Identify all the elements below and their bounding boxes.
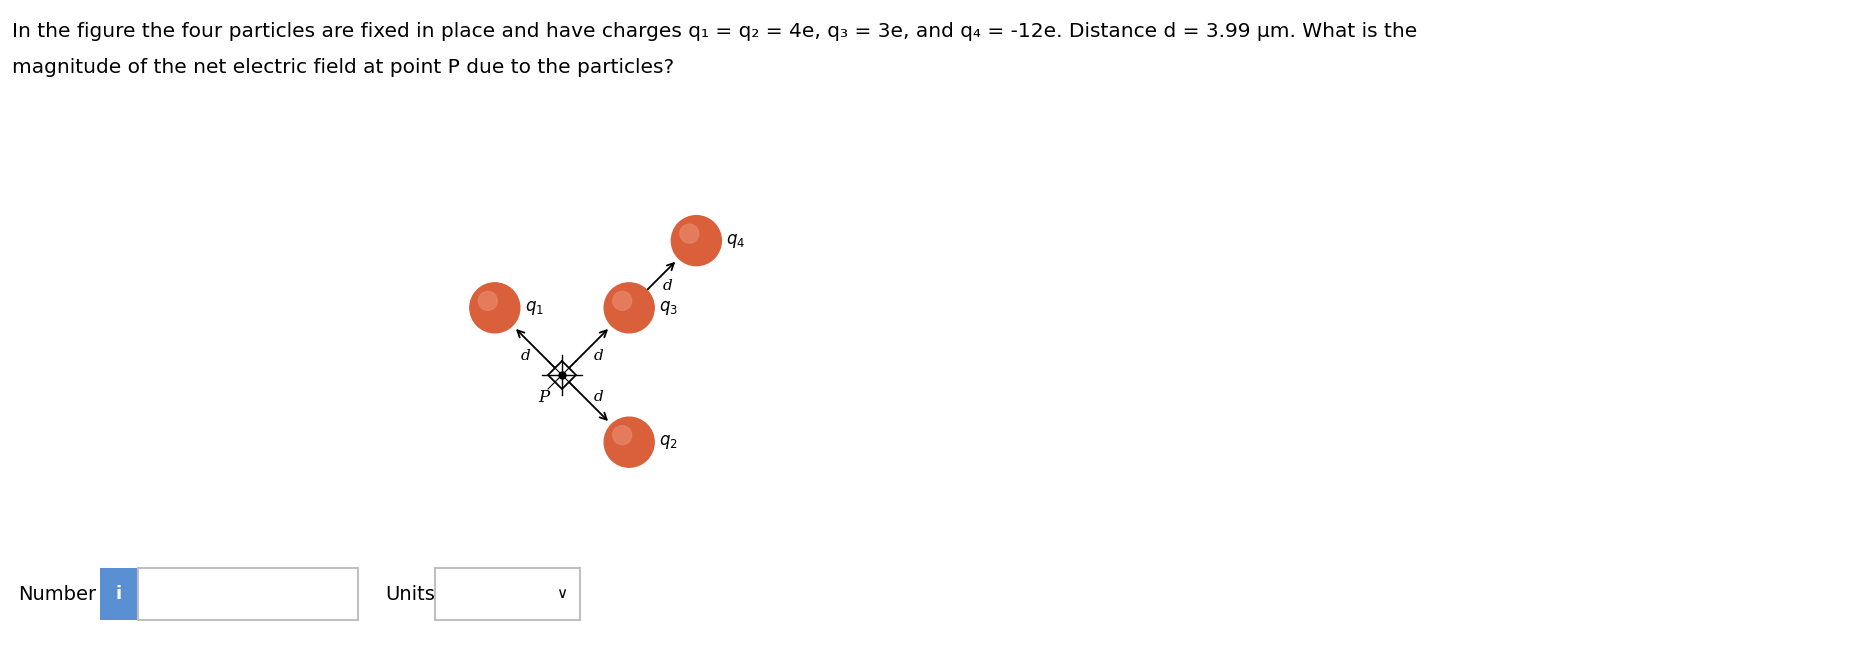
- Text: ∨: ∨: [556, 586, 567, 601]
- Text: P: P: [538, 389, 549, 406]
- Text: Number: Number: [19, 586, 97, 605]
- Text: $q_2$: $q_2$: [658, 433, 679, 451]
- Text: d: d: [521, 349, 530, 363]
- Text: i: i: [115, 585, 123, 603]
- Text: d: d: [593, 349, 604, 363]
- Circle shape: [671, 215, 722, 266]
- Text: $q_3$: $q_3$: [658, 299, 679, 317]
- Text: d: d: [664, 279, 673, 293]
- Text: In the figure the four particles are fixed in place and have charges q₁ = q₂ = 4: In the figure the four particles are fix…: [11, 22, 1417, 41]
- Circle shape: [604, 417, 655, 467]
- FancyBboxPatch shape: [100, 568, 138, 620]
- FancyBboxPatch shape: [138, 568, 357, 620]
- Circle shape: [604, 283, 655, 333]
- FancyBboxPatch shape: [435, 568, 580, 620]
- Text: d: d: [593, 390, 604, 404]
- Circle shape: [478, 291, 497, 310]
- Circle shape: [612, 426, 632, 445]
- Text: Units: Units: [385, 586, 435, 605]
- Circle shape: [471, 283, 519, 333]
- Text: magnitude of the net electric field at point P due to the particles?: magnitude of the net electric field at p…: [11, 58, 673, 77]
- Circle shape: [681, 224, 699, 243]
- Text: $q_4$: $q_4$: [727, 232, 746, 249]
- Text: $q_1$: $q_1$: [525, 299, 543, 317]
- Circle shape: [612, 291, 632, 310]
